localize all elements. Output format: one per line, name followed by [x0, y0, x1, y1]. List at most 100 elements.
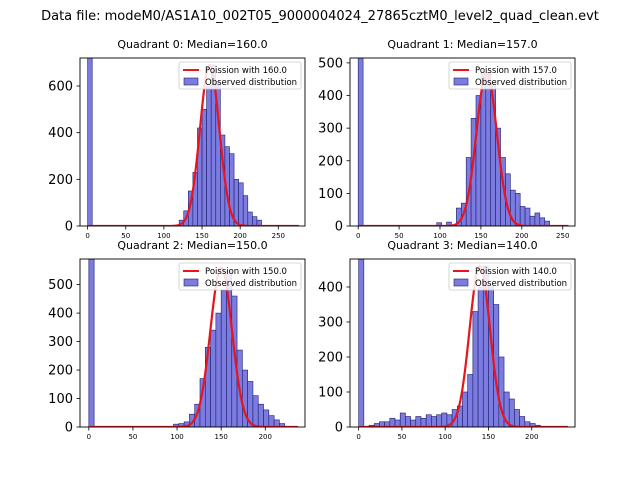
panel-quadrant-1: Quadrant 1: Median=157.0 0 50 100 150 200 250 0… — [318, 38, 576, 240]
y-tick-label: 300 — [48, 335, 73, 350]
y-tick-label: 500 — [318, 56, 343, 71]
y-tick-label: 200 — [318, 154, 343, 169]
histogram-bar — [257, 403, 264, 427]
histogram-bar — [514, 193, 521, 226]
histogram-bar — [436, 222, 442, 226]
axes-frame — [349, 57, 576, 227]
histogram-bars — [357, 58, 569, 226]
histogram-bar — [539, 217, 546, 226]
poisson-curve — [359, 71, 569, 226]
legend-box — [178, 61, 302, 90]
histogram-bar — [220, 290, 227, 427]
histogram-bar — [88, 259, 95, 427]
x-tick-label: 100 — [439, 433, 452, 441]
histogram-bar — [436, 414, 443, 427]
y-tick-label: 100 — [318, 187, 343, 202]
histogram-bar — [263, 409, 270, 427]
histogram-bar — [425, 414, 432, 427]
legend: Poission with 160.0 Observed distribution — [178, 61, 302, 90]
legend: Poission with 140.0 Observed distribution — [448, 262, 572, 291]
legend-entry-poisson: Poission with 160.0 — [205, 66, 287, 76]
axes-frame — [79, 258, 306, 428]
y-tick-label: 400 — [318, 281, 343, 296]
legend-box — [178, 262, 302, 291]
x-tick-label: 150 — [214, 433, 227, 441]
legend-entry-observed: Observed distribution — [475, 279, 567, 289]
x-tick-label: 250 — [272, 232, 285, 240]
poisson-curve — [359, 264, 569, 427]
legend: Poission with 150.0 Observed distribution — [178, 262, 302, 291]
histogram-bar — [358, 259, 365, 427]
legend-entry-observed: Observed distribution — [205, 279, 297, 289]
x-tick-label: 0 — [85, 232, 89, 240]
histogram-bar — [238, 182, 244, 226]
histogram-bar — [431, 416, 437, 427]
y-tick-label: 0 — [65, 220, 73, 235]
legend-bar-swatch — [183, 278, 199, 287]
x-tick-label: 0 — [356, 433, 360, 441]
legend: Poission with 157.0 Observed distribution — [448, 61, 572, 90]
legend-entry-observed: Observed distribution — [205, 78, 297, 88]
x-tick-label: 50 — [395, 232, 404, 240]
histogram-bars — [358, 259, 569, 427]
y-tick-label: 0 — [65, 421, 73, 436]
x-tick-label: 50 — [397, 433, 406, 441]
histogram-bar — [472, 311, 479, 427]
legend-entry-poisson: Poission with 140.0 — [475, 267, 557, 277]
poisson-curve — [88, 63, 299, 226]
panel-quadrant-0: Quadrant 0: Median=160.0 0 50 100 150 200 250 0… — [48, 38, 306, 240]
legend-box — [448, 61, 572, 90]
histogram-bar — [519, 206, 526, 226]
y-tick-label: 200 — [48, 364, 73, 379]
x-tick-label: 100 — [157, 232, 170, 240]
histogram-bar — [420, 417, 427, 427]
legend-entry-poisson: Poission with 157.0 — [475, 66, 557, 76]
histogram-bar — [462, 391, 468, 427]
axes-frame — [79, 57, 306, 227]
y-tick-label: 400 — [48, 126, 73, 141]
histogram-bar — [534, 212, 541, 226]
x-tick-label: 100 — [170, 433, 183, 441]
y-tick-label: 100 — [318, 386, 343, 401]
legend-entry-poisson: Poission with 150.0 — [205, 267, 287, 277]
x-tick-label: 50 — [121, 232, 130, 240]
histogram-bar — [268, 415, 275, 427]
histogram-bar — [357, 58, 364, 226]
histogram-bar — [252, 395, 259, 427]
histogram-bar — [405, 416, 411, 427]
histogram-bar — [399, 412, 406, 427]
y-tick-label: 0 — [335, 421, 343, 436]
histogram-bars — [88, 259, 298, 427]
y-tick-label: 200 — [318, 351, 343, 366]
axes-frame — [349, 258, 576, 428]
legend-bar-swatch — [453, 77, 469, 86]
legend-entry-observed: Observed distribution — [475, 78, 567, 88]
histogram-bar — [544, 220, 550, 226]
panel-title: Quadrant 0: Median=160.0 — [117, 38, 267, 51]
histogram-bar — [87, 58, 93, 226]
histogram-bar — [206, 85, 212, 226]
x-tick-label: 200 — [525, 433, 538, 441]
histogram-bar — [508, 398, 515, 427]
histogram-bar — [485, 72, 492, 226]
histogram-bar — [514, 409, 520, 427]
histogram-bar — [242, 195, 249, 226]
x-tick-label: 100 — [433, 232, 446, 240]
histogram-bar — [256, 219, 262, 226]
legend-bar-swatch — [183, 77, 199, 86]
y-tick-label: 300 — [318, 316, 343, 331]
histogram-bars — [87, 58, 299, 226]
y-tick-label: 200 — [48, 173, 73, 188]
histogram-bar — [415, 416, 422, 427]
x-tick-label: 50 — [128, 433, 137, 441]
histogram-bar — [389, 417, 396, 427]
x-tick-label: 200 — [233, 232, 246, 240]
x-tick-label: 150 — [195, 232, 208, 240]
y-tick-label: 100 — [48, 392, 73, 407]
panel-quadrant-2: Quadrant 2: Median=150.0 0 50 100 150 200 0 100… — [48, 239, 306, 441]
histogram-bar — [529, 215, 536, 226]
panel-title: Quadrant 3: Median=140.0 — [387, 239, 537, 252]
y-tick-label: 0 — [335, 220, 343, 235]
x-tick-label: 150 — [474, 232, 487, 240]
